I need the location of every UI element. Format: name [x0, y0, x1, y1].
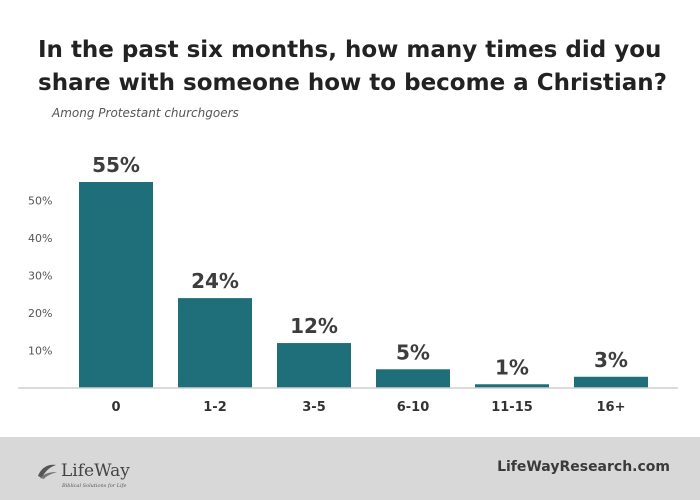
logo-tagline: Biblical Solutions for Life	[62, 483, 127, 489]
y-tick-label: 40%	[28, 232, 52, 245]
bar-1-2	[178, 298, 252, 388]
data-label: 1%	[495, 355, 529, 379]
y-tick-label: 30%	[28, 270, 52, 283]
site-link[interactable]: LifeWayResearch.com	[497, 459, 670, 475]
bar-chart: 10% 20% 30% 40% 50% 55% 24% 12% 5% 1% 3% 0 1-2 3-5 6…	[18, 153, 678, 415]
chart-subtitle: Among Protestant churchgoers	[52, 106, 239, 120]
data-label: 24%	[191, 269, 239, 293]
x-tick-label: 3-5	[302, 400, 326, 415]
data-label: 3%	[594, 348, 628, 372]
data-label: 5%	[396, 340, 430, 364]
y-tick-label: 10%	[28, 345, 52, 358]
bar-11-15	[475, 384, 549, 388]
bar-16+	[574, 376, 648, 388]
lifeway-logo-icon	[38, 464, 57, 479]
footer: LifeWay Biblical Solutions for Life Life…	[0, 437, 700, 500]
x-tick-label: 0	[111, 400, 120, 415]
bar-3-5	[277, 343, 351, 388]
bar-0	[79, 182, 153, 388]
x-tick-label: 11-15	[491, 400, 533, 415]
x-tick-label: 6-10	[397, 400, 430, 415]
data-label: 12%	[290, 314, 338, 338]
x-tick-label: 1-2	[203, 400, 227, 415]
logo-text: LifeWay	[61, 461, 130, 481]
y-tick-label: 50%	[28, 195, 52, 208]
data-label: 55%	[92, 153, 140, 177]
bar-6-10	[376, 369, 450, 388]
chart-title: In the past six months, how many times d…	[38, 37, 667, 96]
lifeway-logo[interactable]: LifeWay Biblical Solutions for Life	[36, 461, 130, 489]
x-tick-label: 16+	[597, 400, 626, 415]
y-tick-label: 20%	[28, 307, 52, 320]
